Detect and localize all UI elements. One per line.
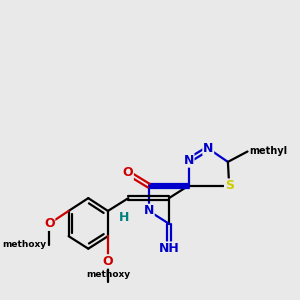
Text: N: N — [183, 154, 194, 167]
Text: N: N — [144, 204, 154, 218]
Text: N: N — [203, 142, 213, 155]
Text: NH: NH — [159, 242, 179, 255]
Text: methyl: methyl — [249, 146, 287, 157]
Text: O: O — [122, 167, 133, 179]
Text: S: S — [225, 179, 234, 192]
Text: methoxy: methoxy — [2, 240, 46, 249]
Text: H: H — [119, 211, 130, 224]
Text: O: O — [44, 217, 55, 230]
Text: O: O — [103, 255, 113, 268]
Text: methoxy: methoxy — [86, 270, 130, 279]
